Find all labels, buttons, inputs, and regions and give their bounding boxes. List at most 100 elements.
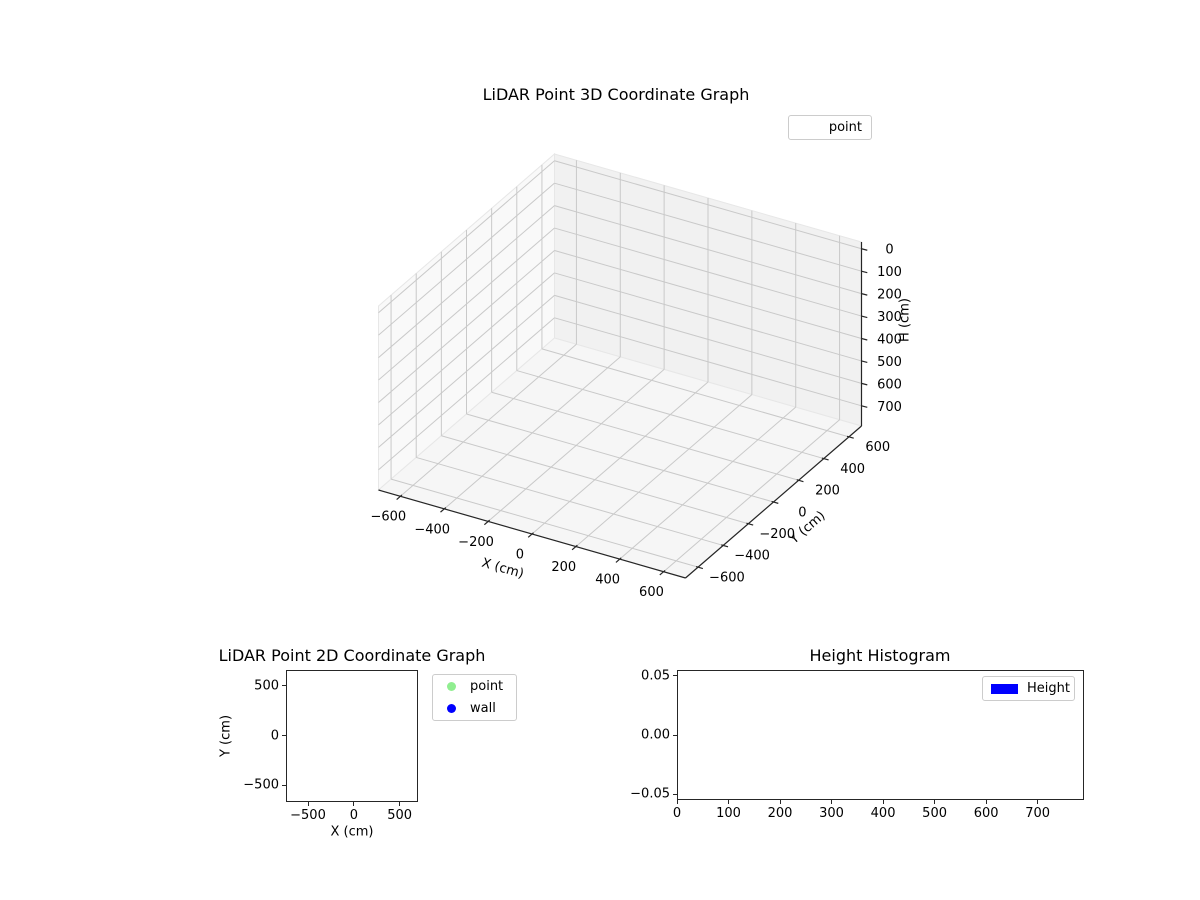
hist-xtick xyxy=(779,800,781,804)
plot3d-ztick xyxy=(861,360,868,364)
plot3d-ztick-label: 700 xyxy=(877,400,902,415)
point-marker-icon xyxy=(447,682,456,691)
hist-xtick xyxy=(882,800,884,804)
plot3d-xtick xyxy=(571,544,578,551)
plot3d-ztick xyxy=(861,315,868,319)
plot3d-title: LiDAR Point 3D Coordinate Graph xyxy=(482,85,750,104)
plot3d-ytick-label: 0 xyxy=(798,505,806,520)
plot3d-ztick-label: 200 xyxy=(877,288,902,303)
hist-xtick-label: 300 xyxy=(819,806,844,821)
plot2d-ytick xyxy=(282,735,286,736)
plot3d-grid-z xyxy=(378,272,555,426)
plot3d-ytick-label: 400 xyxy=(840,462,865,477)
hist-xtick-label: 500 xyxy=(922,806,948,821)
hist-xtick-label: 100 xyxy=(716,806,741,821)
plot3d-ytick xyxy=(821,457,829,461)
hist-xtick-label: 600 xyxy=(973,806,999,821)
plot2d-legend-wall-label: wall xyxy=(470,701,496,716)
plot3d-legend-point-label: point xyxy=(828,120,862,135)
plot3d-ztick xyxy=(861,293,868,296)
plot2d-legend-point-label: point xyxy=(470,679,504,694)
plot3d-xtick-label: −200 xyxy=(458,535,494,550)
plot3d-ytick-label: 600 xyxy=(865,440,890,455)
plot3d-ztick xyxy=(861,248,868,251)
plot2d-legend-wall-entry: wall xyxy=(433,698,516,720)
plot2d-ylabel: Y (cm) xyxy=(218,714,234,758)
plot3d-ytick xyxy=(846,435,854,439)
plot3d-ztick xyxy=(861,270,868,274)
plot3d-grid-z xyxy=(554,227,862,317)
plot3d-ztick-label: 500 xyxy=(877,355,902,370)
plot3d-grid-z xyxy=(554,317,862,407)
hist-ytick-label: −0.05 xyxy=(630,786,670,802)
hist-xtick-label: 700 xyxy=(1025,806,1051,821)
plot2d-xtick xyxy=(307,802,309,806)
plot3d-ztick-label: 300 xyxy=(877,310,902,325)
plot2d-xtick xyxy=(399,802,401,806)
plot3d-ztick-label: 0 xyxy=(885,243,893,258)
plot3d-ztick-label: 600 xyxy=(877,377,902,392)
plot3d-xtick-label: −400 xyxy=(414,522,450,537)
plot3d-ytick-label: −200 xyxy=(759,527,795,542)
plot3d-ytick xyxy=(695,566,704,570)
plot3d-grid-z xyxy=(554,294,862,384)
plot3d-grid-y xyxy=(516,370,824,460)
hist-xtick xyxy=(1037,800,1039,804)
plot3d-grid-z xyxy=(378,250,555,403)
plot2d-ytick-label: −500 xyxy=(243,777,279,793)
height-swatch-icon xyxy=(991,683,1018,694)
plot2d-title: LiDAR Point 2D Coordinate Graph xyxy=(218,646,486,665)
plot3d-grid-z xyxy=(554,272,862,362)
plot3d-xtick-label: 0 xyxy=(516,547,524,562)
plot3d-grid-z xyxy=(378,227,555,381)
plot3d-ztick xyxy=(861,405,868,408)
plot2d-plot-area xyxy=(286,670,418,802)
hist-xtick-label: 200 xyxy=(767,806,793,821)
hist-ytick xyxy=(673,734,677,736)
plot2d-xlabel: X (cm) xyxy=(330,824,374,840)
plot3d-grid-z xyxy=(554,250,862,339)
plot2d-xtick-label: 500 xyxy=(387,808,413,823)
plot3d-grid-z xyxy=(378,205,555,358)
hist-xtick-label: 0 xyxy=(672,806,682,821)
plot2d-ytick xyxy=(282,784,286,786)
plot3d-grid-y xyxy=(541,348,850,438)
plot3d-grid-y xyxy=(441,435,749,525)
plot2d-legend: point wall xyxy=(432,674,517,721)
plot3d-ytick xyxy=(796,479,804,483)
plot3d-xtick-label: 200 xyxy=(551,560,576,575)
plot2d-legend-point-entry: point xyxy=(433,676,516,698)
plot3d-grid-z xyxy=(378,317,555,471)
hist-xtick xyxy=(676,800,678,804)
plot2d-xtick xyxy=(353,802,355,806)
hist-legend: Height xyxy=(982,676,1075,701)
wall-marker-icon xyxy=(447,704,456,713)
plot3d-grid-y xyxy=(491,391,799,481)
hist-xtick xyxy=(728,800,730,804)
plot3d-ztick xyxy=(861,382,868,386)
plot3d-grid-z xyxy=(378,294,555,448)
plot2d-ytick xyxy=(282,685,286,687)
plot3d-ztick-label: 100 xyxy=(877,265,902,280)
plot3d-xtick-label: 600 xyxy=(639,585,664,600)
plot2d-xtick-label: −500 xyxy=(290,808,326,823)
hist-title: Height Histogram xyxy=(809,646,951,665)
plot3d-legend: point xyxy=(788,115,872,140)
plot3d-zaxis-label: H (cm) xyxy=(898,298,913,342)
plot3d-grid-z xyxy=(378,182,555,336)
plot3d-ytick-label: −600 xyxy=(709,570,745,585)
plot3d-ytick-label: −400 xyxy=(734,549,770,564)
plot3d-ytick xyxy=(746,522,754,526)
plot3d-grid-y xyxy=(390,478,699,568)
hist-legend-height-label: Height xyxy=(1027,681,1070,696)
hist-ytick-label: 0.00 xyxy=(641,727,670,743)
plot3d-ztick xyxy=(861,337,868,341)
plot3d-ytick-label: 200 xyxy=(815,484,840,499)
plot3d-xtick xyxy=(440,507,447,513)
plot3d-xtick xyxy=(483,519,491,526)
hist-ytick xyxy=(673,675,677,677)
plot2d-ytick-label: 500 xyxy=(254,678,279,694)
plot3d-ytick xyxy=(721,544,729,548)
